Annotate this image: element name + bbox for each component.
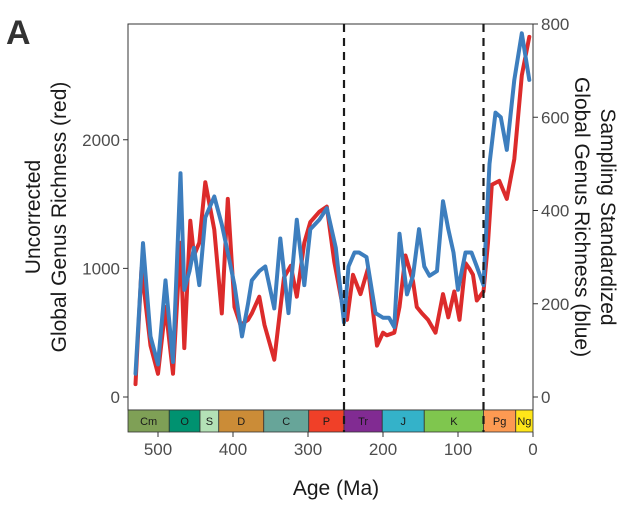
panel-label: A: [6, 14, 31, 52]
y-left-title-line: Global Genus Richness (red): [48, 82, 71, 353]
period-label-p: P: [323, 416, 330, 428]
period-label-o: O: [180, 416, 189, 428]
x-tick-label: 200: [369, 440, 397, 459]
y-right-tick-label: 400: [541, 202, 569, 221]
x-tick-label: 100: [444, 440, 472, 459]
period-ng: [515, 409, 534, 433]
x-tick-label: 300: [294, 440, 322, 459]
y-right-tick-label: 0: [541, 388, 550, 407]
period-label-tr: Tr: [358, 416, 368, 428]
y-left-title-line: Uncorrected: [22, 160, 45, 274]
period-bar: Cm O S D C P Tr J K Pg Ng: [127, 409, 534, 433]
x-tick-label: 0: [528, 440, 537, 459]
y-right-title-line: Sampling Standardized: [596, 108, 619, 325]
y-right-tick-label: 600: [541, 108, 569, 127]
y-left-tick-label: 0: [111, 388, 120, 407]
y-right-title-line: Global Genus Richness (blue): [570, 77, 593, 357]
period-label-c: C: [282, 416, 290, 428]
x-tick-label: 400: [219, 440, 247, 459]
x-axis-ticks: 500 400 300 200 100 0: [144, 432, 538, 459]
y-right-title-text: Sampling StandardizedGlobal Genus Richne…: [570, 77, 619, 357]
period-label-d: D: [237, 416, 245, 428]
y-left-title-text: Uncorrected Global Genus Richness (red): [22, 82, 71, 353]
x-axis-title: Age (Ma): [293, 477, 379, 500]
y-left-tick-label: 1000: [82, 259, 120, 278]
period-label-cm: Cm: [140, 416, 157, 428]
y-right-axis-ticks: 0 200 400 600 800: [533, 15, 569, 407]
y-right-tick-label: 200: [541, 295, 569, 314]
period-label-j: J: [401, 416, 407, 428]
y-right-axis-title: Sampling StandardizedGlobal Genus Richne…: [570, 77, 619, 357]
x-tick-label: 500: [144, 440, 172, 459]
period-label-k: K: [450, 416, 458, 428]
period-label-ng: Ng: [517, 416, 531, 428]
period-label-pg: Pg: [493, 416, 506, 428]
y-left-axis-ticks: 0 1000 2000: [82, 131, 128, 407]
period-label-s: S: [206, 416, 213, 428]
y-left-tick-label: 2000: [82, 131, 120, 150]
boundary-lines: [342, 24, 485, 432]
y-left-axis-title: Uncorrected Global Genus Richness (red): [22, 82, 71, 353]
y-right-tick-label: 800: [541, 15, 569, 34]
